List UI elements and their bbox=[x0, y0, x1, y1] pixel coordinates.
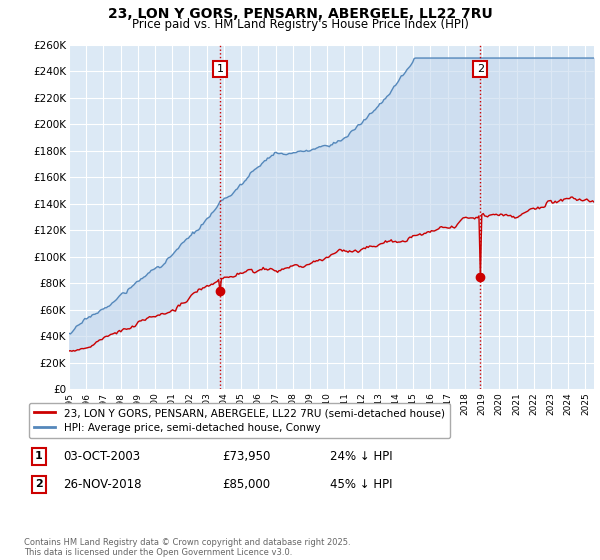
Text: 03-OCT-2003: 03-OCT-2003 bbox=[63, 450, 140, 463]
Legend: 23, LON Y GORS, PENSARN, ABERGELE, LL22 7RU (semi-detached house), HPI: Average : 23, LON Y GORS, PENSARN, ABERGELE, LL22 … bbox=[29, 403, 450, 438]
Text: 45% ↓ HPI: 45% ↓ HPI bbox=[330, 478, 392, 491]
Text: 26-NOV-2018: 26-NOV-2018 bbox=[63, 478, 142, 491]
Text: £73,950: £73,950 bbox=[222, 450, 271, 463]
Text: Contains HM Land Registry data © Crown copyright and database right 2025.
This d: Contains HM Land Registry data © Crown c… bbox=[24, 538, 350, 557]
Text: 1: 1 bbox=[217, 64, 224, 74]
Text: 23, LON Y GORS, PENSARN, ABERGELE, LL22 7RU: 23, LON Y GORS, PENSARN, ABERGELE, LL22 … bbox=[107, 7, 493, 21]
Text: £85,000: £85,000 bbox=[222, 478, 270, 491]
Text: 1: 1 bbox=[35, 451, 43, 461]
Text: Price paid vs. HM Land Registry's House Price Index (HPI): Price paid vs. HM Land Registry's House … bbox=[131, 18, 469, 31]
Text: 24% ↓ HPI: 24% ↓ HPI bbox=[330, 450, 392, 463]
Text: 2: 2 bbox=[35, 479, 43, 489]
Text: 2: 2 bbox=[477, 64, 484, 74]
